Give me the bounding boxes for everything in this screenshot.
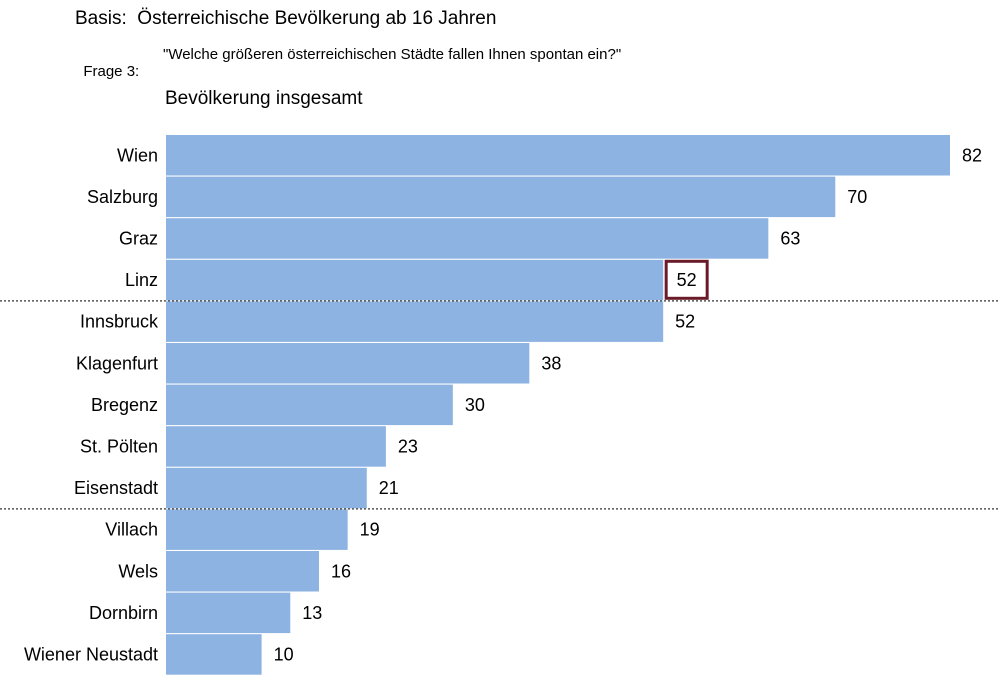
category-label-bregenz: Bregenz	[91, 395, 158, 415]
category-label-graz: Graz	[119, 228, 158, 248]
question-line: Frage 3: "Welche größeren österreichisch…	[75, 46, 621, 97]
bar-wiener-neustadt	[166, 634, 262, 675]
bar-villach	[166, 509, 348, 550]
value-label-graz: 63	[780, 228, 800, 248]
value-label-st-pölten: 23	[398, 436, 418, 456]
value-label-eisenstadt: 21	[379, 478, 399, 498]
bar-graz	[166, 218, 769, 259]
value-label-wiener-neustadt: 10	[274, 644, 294, 664]
question-text: "Welche größeren österreichischen Städte…	[163, 46, 622, 63]
category-label-dornbirn: Dornbirn	[89, 603, 158, 623]
basis-text: Basis: Österreichische Bevölkerung ab 16…	[75, 8, 497, 29]
value-label-salzburg: 70	[847, 187, 867, 207]
category-label-klagenfurt: Klagenfurt	[76, 353, 158, 373]
category-label-villach: Villach	[105, 520, 158, 540]
highlight-box	[664, 259, 709, 300]
category-label-st-pölten: St. Pölten	[80, 436, 158, 456]
value-label-villach: 19	[360, 520, 380, 540]
value-label-klagenfurt: 38	[541, 353, 561, 373]
chart-title: Bevölkerung insgesamt	[165, 88, 363, 109]
value-label-wels: 16	[331, 561, 351, 581]
bar-dornbirn	[166, 592, 291, 634]
question-label: Frage 3:	[83, 63, 140, 80]
category-label-salzburg: Salzburg	[87, 187, 158, 207]
bar-wien	[166, 135, 950, 176]
bar-salzburg	[166, 176, 836, 218]
bar-bregenz	[166, 384, 453, 426]
category-label-wiener-neustadt: Wiener Neustadt	[24, 644, 158, 664]
bar-linz	[166, 259, 664, 301]
bar-innsbruck	[166, 301, 664, 342]
category-label-linz: Linz	[125, 270, 158, 290]
value-label-innsbruck: 52	[675, 312, 695, 332]
value-label-dornbirn: 13	[302, 603, 322, 623]
category-label-innsbruck: Innsbruck	[80, 312, 159, 332]
value-label-linz: 52	[677, 270, 697, 290]
bar-st-pölten	[166, 426, 386, 467]
category-label-eisenstadt: Eisenstadt	[74, 478, 158, 498]
bar-wels	[166, 551, 319, 592]
bar-eisenstadt	[166, 467, 367, 509]
bar-klagenfurt	[166, 343, 530, 384]
value-label-bregenz: 30	[465, 395, 485, 415]
category-label-wels: Wels	[118, 561, 158, 581]
category-label-wien: Wien	[117, 145, 158, 165]
value-label-wien: 82	[962, 145, 982, 165]
